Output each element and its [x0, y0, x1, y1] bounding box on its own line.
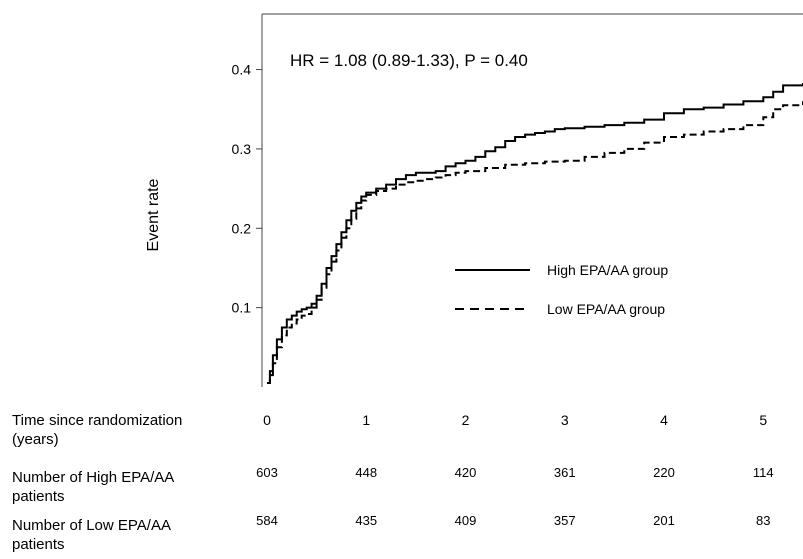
legend-label-low: Low EPA/AA group	[547, 301, 665, 317]
x-tick-label: 2	[462, 412, 470, 428]
hr-annotation: HR = 1.08 (0.89-1.33), P = 0.40	[290, 51, 528, 70]
risk-table-cell: 361	[554, 465, 576, 480]
x-tick-label: 5	[759, 412, 767, 428]
risk-table-cell: 420	[455, 465, 477, 480]
series-line-low	[267, 101, 803, 384]
y-tick-label: 0.3	[232, 141, 252, 157]
risk-row-low-label-line2: patients	[12, 536, 65, 553]
y-tick-label: 0.1	[232, 300, 252, 316]
risk-table-cell: 435	[355, 513, 377, 528]
risk-table-cell: 114	[753, 465, 774, 480]
y-axis-label: Event rate	[145, 178, 162, 251]
risk-table-cell: 603	[256, 465, 278, 480]
risk-table-cell: 448	[355, 465, 377, 480]
legend-label-high: High EPA/AA group	[547, 262, 668, 278]
x-tick-label: 1	[362, 412, 370, 428]
legend: High EPA/AA group Low EPA/AA group	[455, 262, 668, 317]
x-ticks: 0 1 2 3 4 5	[263, 412, 767, 428]
risk-table-cell: 584	[256, 513, 278, 528]
series-group	[267, 83, 803, 384]
x-tick-label: 4	[660, 412, 668, 428]
x-tick-label: 3	[561, 412, 569, 428]
risk-row-low-label-line1: Number of Low EPA/AA	[12, 517, 171, 534]
risk-table-cell: 83	[756, 513, 770, 528]
y-tick-label: 0.2	[232, 220, 252, 236]
risk-table-cell: 357	[554, 513, 576, 528]
x-axis-label-line2: (years)	[12, 431, 59, 448]
series-line-high	[267, 83, 803, 384]
risk-table-cell: 220	[653, 465, 675, 480]
risk-table-cell: 201	[653, 513, 675, 528]
x-axis-label-line1: Time since randomization	[12, 412, 182, 429]
y-ticks: 0.1 0.2 0.3 0.4	[232, 62, 262, 316]
x-tick-label: 0	[263, 412, 271, 428]
risk-table-cell: 409	[455, 513, 477, 528]
risk-row-high-label-line2: patients	[12, 488, 65, 505]
y-tick-label: 0.4	[232, 62, 252, 78]
risk-table: 603 448 420 361 220 114 584 435 409 357 201 83	[256, 465, 774, 528]
risk-row-high-label-line1: Number of High EPA/AA	[12, 469, 174, 486]
